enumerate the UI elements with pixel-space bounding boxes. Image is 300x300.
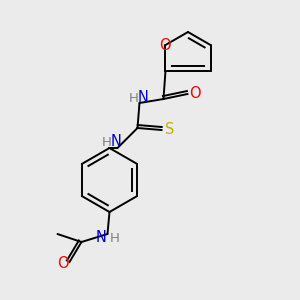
Text: O: O [159, 38, 170, 52]
Text: O: O [189, 86, 200, 101]
Text: H: H [101, 136, 111, 148]
Text: N: N [111, 134, 122, 149]
Text: H: H [110, 232, 119, 244]
Text: S: S [165, 122, 174, 137]
Text: H: H [128, 92, 138, 104]
Text: N: N [138, 91, 149, 106]
Text: N: N [96, 230, 107, 245]
Text: O: O [57, 256, 68, 271]
